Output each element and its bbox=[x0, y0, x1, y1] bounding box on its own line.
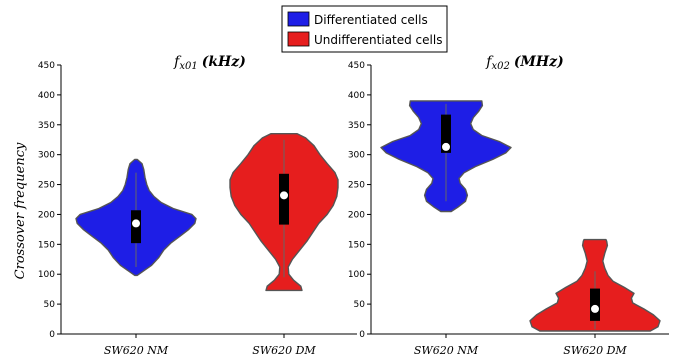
panel-title-fx01-sub: x01 bbox=[179, 61, 197, 72]
x-tick-label: SW620 DM bbox=[563, 344, 627, 357]
y-tick-label: 200 bbox=[348, 210, 365, 220]
y-tick-label: 450 bbox=[348, 61, 365, 71]
y-tick-label: 300 bbox=[38, 151, 55, 161]
y-tick-label: 250 bbox=[348, 181, 365, 191]
y-tick-label: 50 bbox=[44, 300, 56, 310]
y-tick-label: 150 bbox=[38, 240, 55, 250]
x-tick-label: SW620 NM bbox=[414, 344, 479, 357]
y-tick-label: 400 bbox=[348, 91, 365, 101]
violin-median-point bbox=[132, 219, 140, 228]
y-tick-label: 100 bbox=[38, 270, 55, 280]
y-tick-label: 50 bbox=[354, 300, 366, 310]
y-tick-label: 0 bbox=[359, 330, 365, 340]
panel-title-fx01: fx01 (kHz) bbox=[173, 54, 246, 72]
y-tick-label: 450 bbox=[38, 61, 55, 71]
y-tick-label: 300 bbox=[348, 151, 365, 161]
violin-median-point bbox=[442, 142, 450, 151]
panel-title-fx02-sub: x02 bbox=[491, 61, 509, 72]
y-axis-label: Crossover frequency bbox=[13, 142, 28, 279]
y-tick-label: 350 bbox=[38, 121, 55, 131]
x-tick-label: SW620 NM bbox=[104, 344, 169, 357]
y-tick-label: 350 bbox=[348, 121, 365, 131]
y-tick-label: 250 bbox=[38, 181, 55, 191]
violin-iqr-box bbox=[441, 114, 451, 153]
y-tick-label: 0 bbox=[49, 330, 55, 340]
panel-title-fx01-unit: (kHz) bbox=[202, 54, 246, 70]
legend: Differentiated cells Undifferentiated ce… bbox=[281, 5, 448, 53]
legend-swatch-undifferentiated bbox=[287, 31, 310, 47]
violin-median-point bbox=[591, 304, 599, 313]
violin-median-point bbox=[280, 191, 288, 200]
x-tick-label: SW620 DM bbox=[252, 344, 316, 357]
legend-frame bbox=[281, 5, 448, 53]
y-tick-label: 150 bbox=[348, 240, 365, 250]
panel-title-fx01-base: f bbox=[173, 54, 182, 70]
legend-label-differentiated: Differentiated cells bbox=[314, 13, 428, 27]
panel-title-fx02-unit: (MHz) bbox=[514, 54, 564, 70]
legend-swatch-differentiated bbox=[287, 11, 310, 27]
y-tick-label: 200 bbox=[38, 210, 55, 220]
panel-title-fx02-base: f bbox=[485, 54, 494, 70]
y-tick-label: 100 bbox=[348, 270, 365, 280]
legend-label-undifferentiated: Undifferentiated cells bbox=[314, 33, 442, 47]
violin-iqr-box bbox=[590, 288, 600, 321]
panel-title-fx02: fx02 (MHz) bbox=[485, 54, 564, 72]
panel-fx01: fx01 (kHz) 0 50 100 150 200 250 300 350 400 450 SW6… bbox=[38, 54, 357, 357]
y-tick-label: 400 bbox=[38, 91, 55, 101]
panel-fx02: fx02 (MHz) 0 50 100 150 200 250 300 350 400 450 SW6… bbox=[348, 54, 669, 357]
